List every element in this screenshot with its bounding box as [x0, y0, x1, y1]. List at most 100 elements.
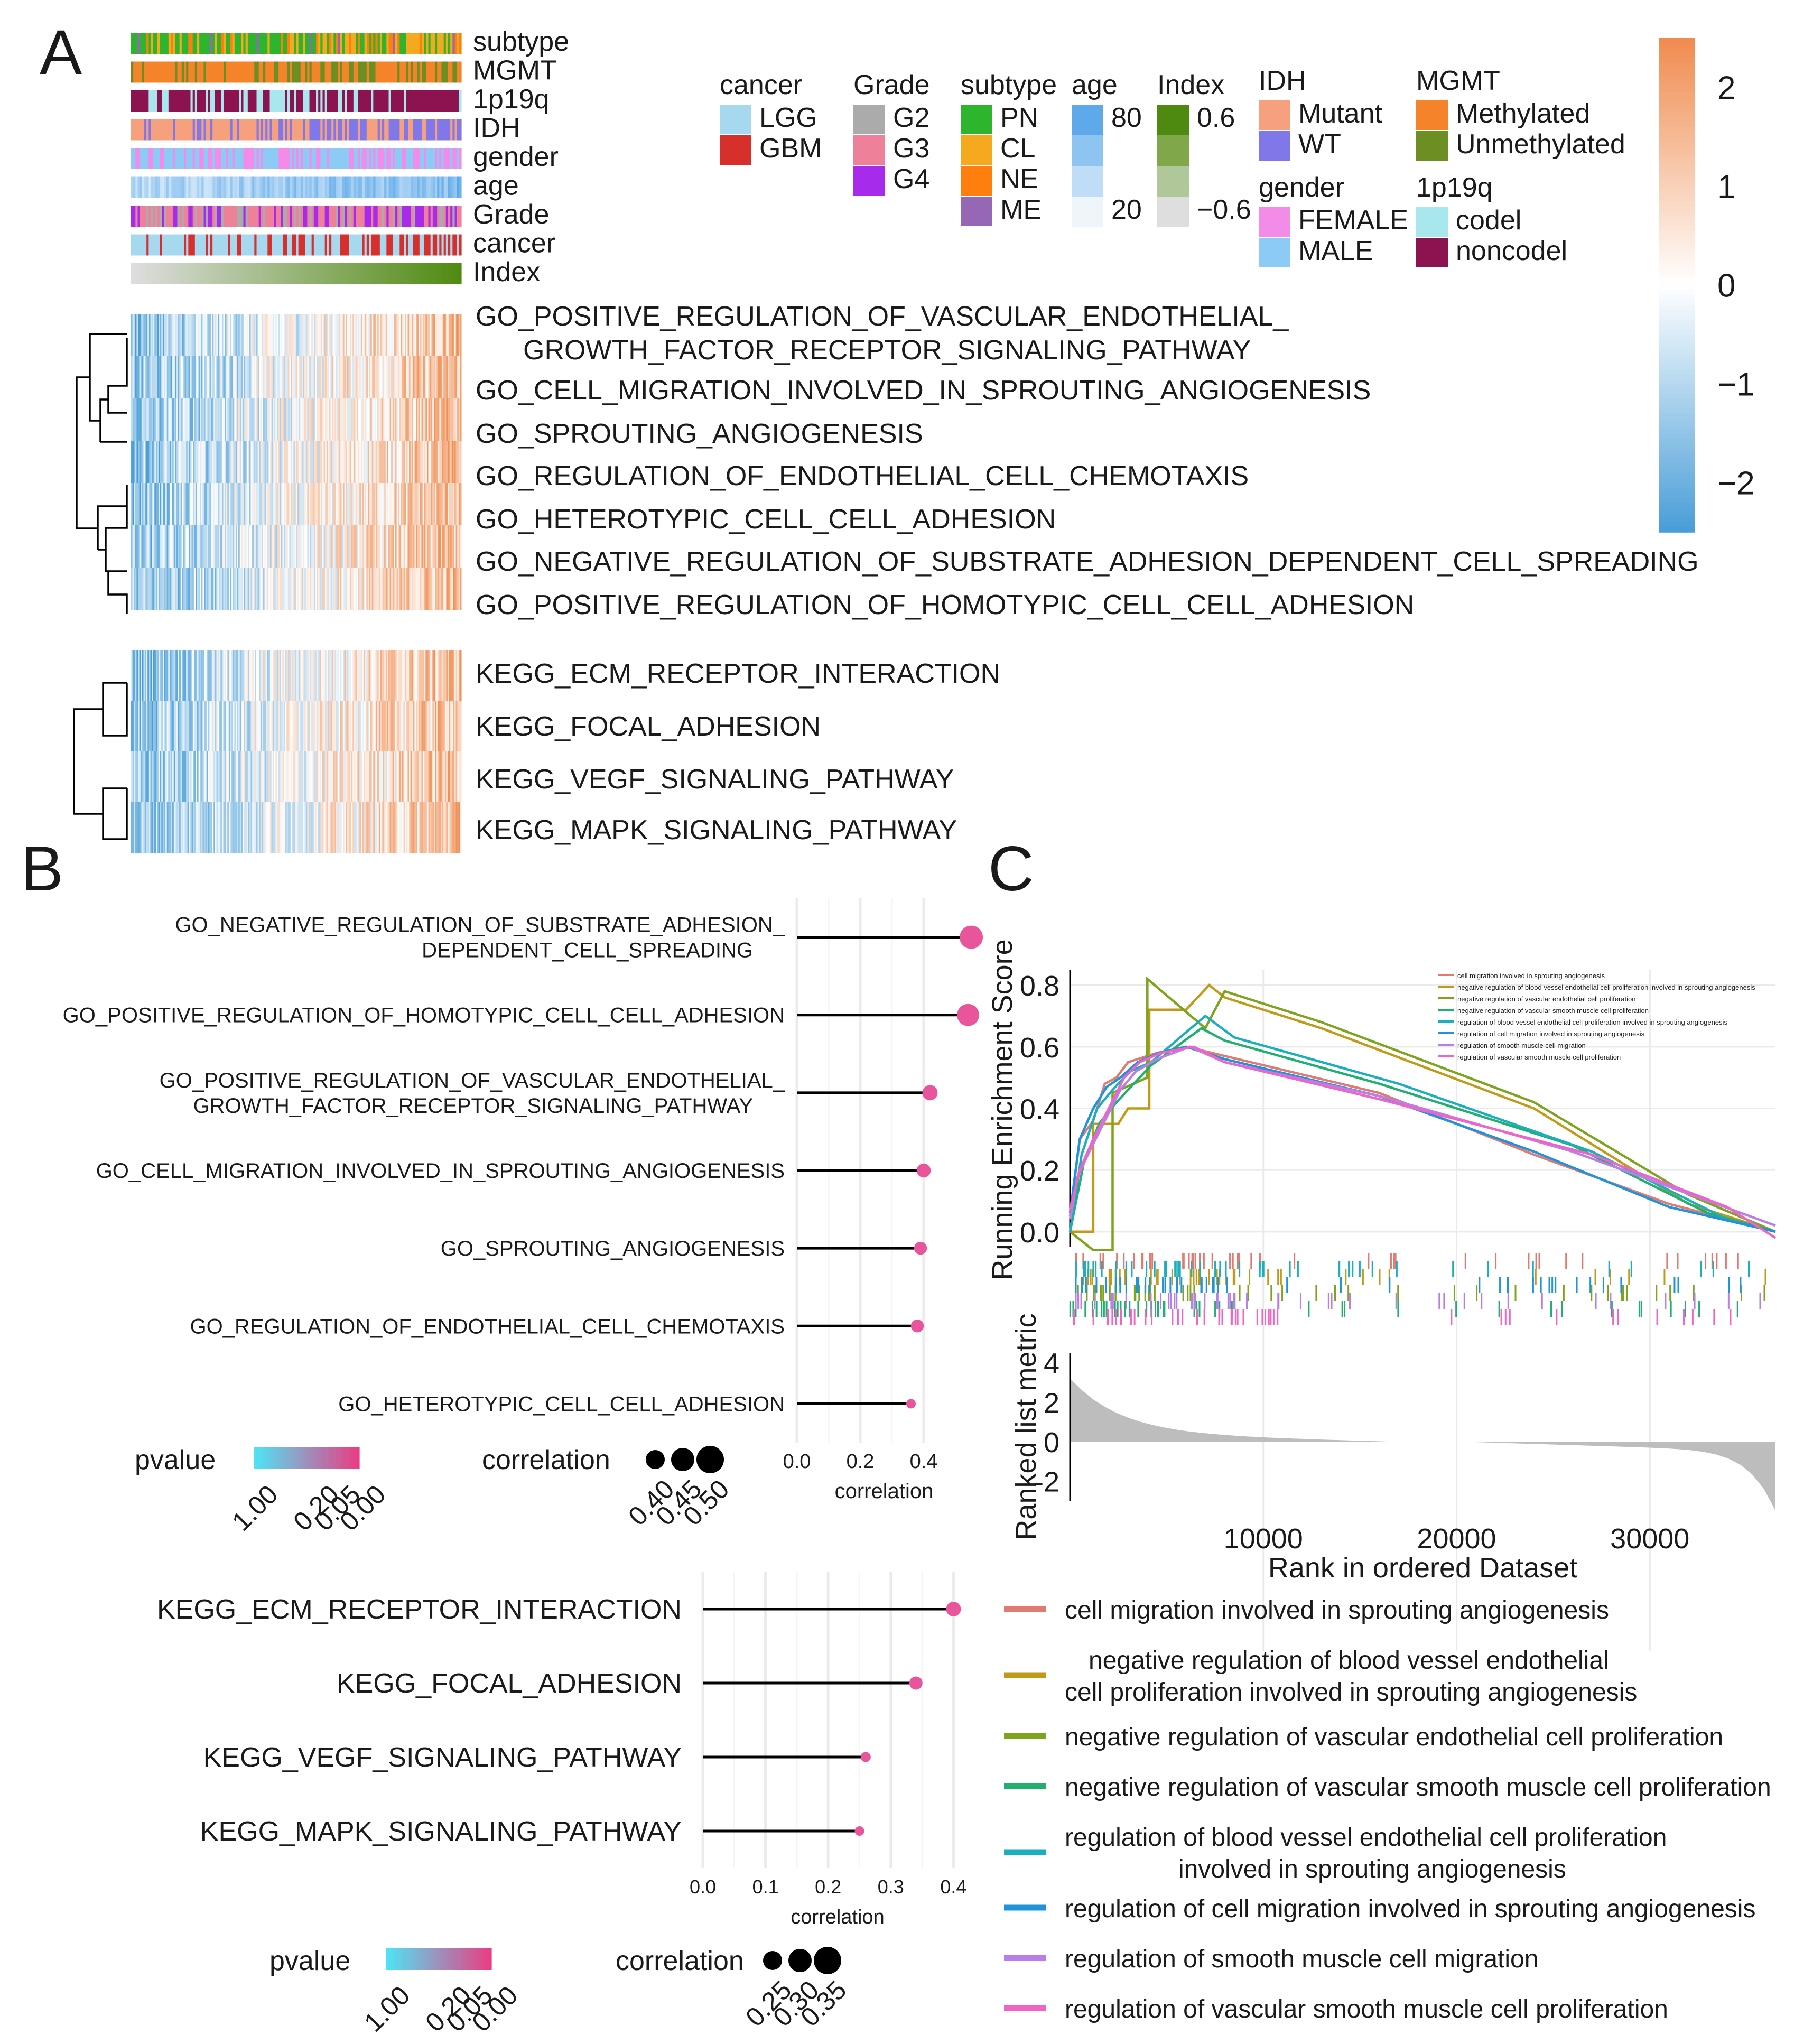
annotation-cell	[276, 33, 279, 54]
annotation-cell	[230, 176, 233, 198]
heatmap-cell	[215, 701, 217, 752]
heatmap-cell	[410, 441, 412, 484]
annotation-cell	[294, 90, 297, 112]
heatmap-cell	[416, 356, 418, 399]
heatmap-cell	[173, 568, 175, 610]
annotation-cell	[272, 148, 275, 169]
colorbar-segment	[1659, 270, 1695, 276]
heatmap-cell	[453, 568, 455, 610]
annotation-cell	[417, 61, 420, 83]
annotation-cell	[146, 33, 149, 54]
annotation-cell	[333, 263, 337, 284]
heatmap-cell	[193, 314, 195, 357]
annotation-cell	[300, 206, 303, 227]
annotation-cell	[237, 33, 239, 54]
heatmap-cell	[299, 701, 301, 752]
annotation-cell	[294, 234, 297, 256]
heatmap-cell	[142, 751, 144, 803]
heatmap-cell	[455, 751, 458, 803]
annotation-cell	[356, 33, 358, 54]
annotation-cell	[166, 206, 169, 227]
annotation-cell	[283, 61, 286, 83]
heatmap-cell	[278, 751, 280, 803]
heatmap-cell	[146, 314, 148, 357]
annotation-cell	[177, 33, 180, 54]
heatmap-cell	[371, 314, 374, 357]
heatmap-cell	[270, 398, 272, 441]
annotation-cell	[157, 33, 160, 54]
annotation-cell	[411, 206, 413, 227]
annotation-cell	[377, 148, 380, 169]
heatmap-cell	[443, 568, 445, 610]
heatmap-cell	[322, 568, 324, 610]
heatmap-cell	[239, 802, 241, 853]
annotation-cell	[413, 90, 416, 112]
annotation-cell	[313, 234, 317, 256]
annotation-cell	[362, 234, 365, 256]
heatmap-cell	[314, 398, 316, 441]
annotation-cell	[232, 33, 235, 54]
heatmap-cell	[387, 314, 389, 357]
annotation-cell	[309, 119, 312, 141]
heatmap-cell	[187, 525, 189, 568]
annotation-cell	[285, 61, 288, 83]
dendrogram-branch	[73, 708, 103, 815]
annotation-cell	[137, 33, 141, 54]
heatmap-cell	[409, 398, 411, 441]
annotation-cell	[445, 206, 449, 227]
heatmap-cell	[443, 650, 445, 701]
heatmap-cell	[241, 751, 243, 803]
annotation-cell	[448, 148, 451, 169]
heatmap-cell	[440, 483, 443, 526]
heatmap-cell	[154, 802, 156, 853]
annotation-cell	[285, 263, 288, 284]
annotation-cell	[439, 90, 442, 112]
legend-swatch	[720, 105, 751, 134]
heatmap-cell	[208, 441, 210, 484]
annotation-cell	[228, 119, 231, 141]
annotation-cell	[373, 148, 376, 169]
heatmap-cell	[413, 525, 415, 568]
annotation-cell	[459, 263, 462, 284]
annotation-cell	[186, 61, 189, 83]
heatmap-cell	[291, 441, 293, 484]
heatmap-cell	[176, 441, 179, 484]
heatmap-cell	[161, 568, 163, 610]
annotation-cell	[324, 90, 328, 112]
heatmap-cell	[446, 525, 448, 568]
heatmap-cell	[135, 483, 137, 526]
heatmap-cell	[395, 802, 397, 853]
heatmap-cell	[450, 701, 452, 752]
annotation-cell	[384, 61, 387, 83]
annotation-cell	[399, 61, 403, 83]
annotation-cell	[384, 119, 387, 141]
heatmap-cell	[450, 398, 452, 441]
heatmap-cell	[228, 398, 230, 441]
annotation-cell	[402, 119, 405, 141]
heatmap-cell	[152, 525, 154, 568]
heatmap-cell	[323, 441, 326, 484]
heatmap-cell	[381, 802, 384, 853]
annotation-cell	[171, 234, 173, 256]
annotation-cell	[296, 148, 299, 169]
annotation-cell	[345, 148, 347, 169]
annotation-cell	[168, 61, 171, 83]
annotation-cell	[432, 148, 435, 169]
heatmap-cell	[260, 650, 262, 701]
annotation-cell	[454, 234, 458, 256]
annotation-cell	[327, 119, 330, 141]
annotation-cell	[424, 176, 426, 198]
heatmap-cell	[399, 650, 401, 701]
heatmap-cell	[435, 356, 437, 399]
heatmap-cell	[200, 751, 202, 803]
heatmap-cell	[433, 568, 436, 610]
heatmap-cell	[350, 568, 352, 610]
heatmap-cell	[366, 650, 368, 701]
annotation-cell	[239, 148, 241, 169]
heatmap-cell	[369, 398, 371, 441]
annotation-cell	[349, 33, 352, 54]
heatmap-cell	[431, 314, 433, 357]
annotation-cell	[292, 234, 294, 256]
heatmap-cell	[150, 483, 152, 526]
heatmap-cell	[219, 441, 221, 484]
